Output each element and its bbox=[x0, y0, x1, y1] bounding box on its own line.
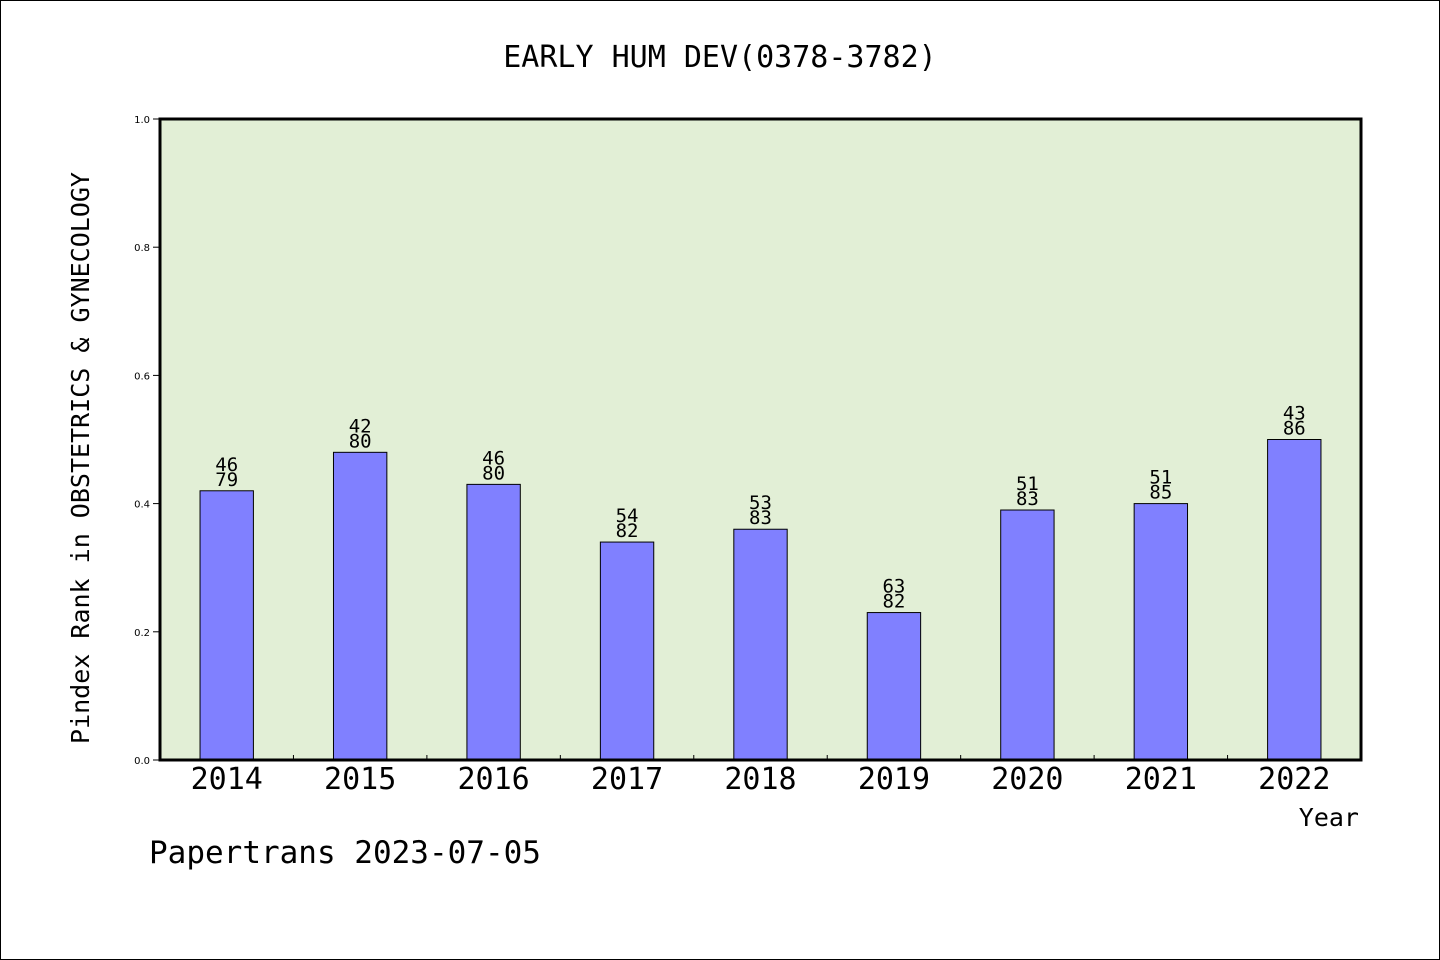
x-tick-label: 2020 bbox=[991, 762, 1063, 797]
bar-2014 bbox=[199, 490, 254, 761]
x-tick-label: 2022 bbox=[1258, 762, 1330, 797]
bar-total-label: 86 bbox=[1283, 418, 1306, 440]
bar-rank-label: 51 bbox=[1149, 467, 1172, 489]
bar-total-label: 80 bbox=[349, 430, 372, 452]
bar-rank-label: 42 bbox=[349, 415, 372, 437]
x-tick-label: 2016 bbox=[457, 762, 529, 797]
x-tick-label: 2017 bbox=[591, 762, 663, 797]
y-tick-label: 0.4 bbox=[134, 500, 150, 511]
bar-2015 bbox=[332, 451, 388, 761]
plot-border bbox=[158, 117, 1363, 762]
bar-2022 bbox=[1267, 439, 1322, 761]
bar-2020 bbox=[1000, 509, 1055, 761]
bar-total-label: 82 bbox=[882, 591, 905, 613]
y-tick-label: 0.0 bbox=[134, 756, 150, 767]
bar-2021 bbox=[1133, 503, 1189, 761]
y-tick-label: 1.0 bbox=[134, 115, 150, 126]
footer-credit: Papertrans 2023-07-05 bbox=[149, 835, 541, 871]
x-axis-label: Year bbox=[1299, 803, 1359, 832]
x-tick-label: 2018 bbox=[724, 762, 796, 797]
bar-2019 bbox=[866, 612, 922, 761]
bar-2016 bbox=[466, 483, 521, 761]
bar-total-label: 80 bbox=[482, 462, 505, 484]
bar-rank-label: 46 bbox=[215, 454, 238, 476]
bar-rank-label: 46 bbox=[482, 447, 505, 469]
bar-total-label: 83 bbox=[749, 507, 772, 529]
bar-total-label: 83 bbox=[1016, 488, 1039, 510]
bar-rank-label: 53 bbox=[749, 492, 772, 514]
bar-2017 bbox=[599, 541, 655, 761]
y-tick-label: 0.6 bbox=[134, 371, 150, 382]
bar-rank-label: 63 bbox=[882, 576, 905, 598]
x-tick-label: 2014 bbox=[191, 762, 263, 797]
y-tick-label: 0.2 bbox=[134, 628, 150, 639]
y-tick-label: 0.8 bbox=[134, 243, 150, 254]
bar-rank-label: 54 bbox=[616, 505, 639, 527]
y-axis-ticks: 0.0 0.2 0.4 0.6 0.8 1.0 bbox=[134, 115, 160, 767]
x-tick-label: 2015 bbox=[324, 762, 396, 797]
bar-2018 bbox=[733, 528, 788, 761]
chart-title: EARLY HUM DEV(0378-3782) bbox=[503, 40, 936, 75]
bar-total-label: 79 bbox=[215, 469, 238, 491]
bar-rank-label: 43 bbox=[1283, 403, 1306, 425]
x-tick-label: 2019 bbox=[858, 762, 930, 797]
x-tick-label: 2021 bbox=[1125, 762, 1197, 797]
bar-total-label: 85 bbox=[1149, 482, 1172, 504]
y-axis-label: Pindex Rank in OBSTETRICS & GYNECOLOGY bbox=[66, 172, 95, 744]
bar-rank-label: 51 bbox=[1016, 473, 1039, 495]
bar-total-label: 82 bbox=[616, 520, 639, 542]
x-axis-ticks: 2014 2015 2016 2017 2018 2019 2020 2021 2022 bbox=[191, 755, 1330, 797]
